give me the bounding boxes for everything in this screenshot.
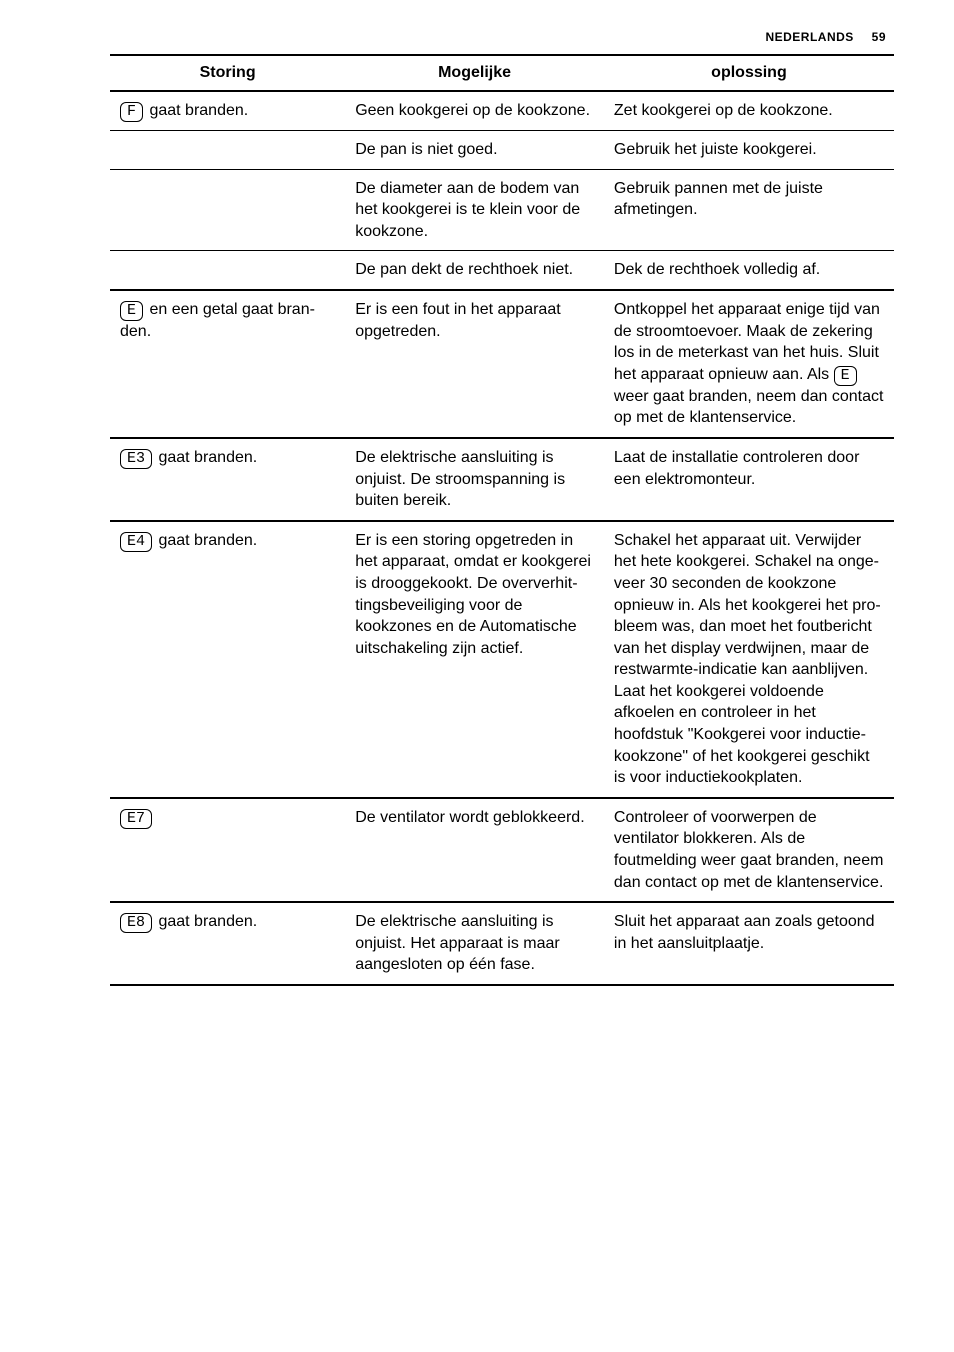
table-row: E4 gaat branden.Er is een storing opgetr…	[110, 521, 894, 798]
language-label: NEDERLANDS	[765, 30, 853, 44]
error-code-icon: E3	[120, 449, 152, 469]
cell-oplossing: Controleer of voorwerpen de ventilator b…	[604, 798, 894, 902]
cell-oplossing: Gebruik het juiste kookge­rei.	[604, 131, 894, 170]
table-row: De diameter aan de bo­dem van het kookge…	[110, 169, 894, 251]
table-row: E3 gaat branden.De elektrische aansluiti…	[110, 438, 894, 521]
cell-oplossing-text: weer gaat branden, neem dan contact op m…	[614, 388, 884, 427]
cell-mogelijke: Er is een fout in het appa­raat opgetred…	[345, 290, 604, 438]
table-row: F gaat branden.Geen kookgerei op de kook…	[110, 91, 894, 131]
col-heading-storing: Storing	[110, 55, 345, 91]
cell-storing-text: en een getal gaat bran­den.	[120, 301, 315, 340]
page-number: 59	[872, 30, 886, 44]
cell-storing: E3 gaat branden.	[110, 438, 345, 521]
cell-mogelijke: De elektrische aansluiting is onjuist. H…	[345, 902, 604, 985]
table-row: De pan is niet goed.Gebruik het juiste k…	[110, 131, 894, 170]
table-row: E en een getal gaat bran­den.Er is een f…	[110, 290, 894, 438]
cell-mogelijke: Er is een storing opgetre­den in het app…	[345, 521, 604, 798]
cell-storing	[110, 251, 345, 290]
error-code-icon: E8	[120, 913, 152, 933]
cell-storing-text: gaat branden.	[145, 102, 248, 119]
cell-storing: E en een getal gaat bran­den.	[110, 290, 345, 438]
error-code-icon: F	[120, 102, 143, 122]
cell-storing-text: gaat branden.	[154, 449, 257, 466]
error-code-icon: E	[120, 301, 143, 321]
cell-oplossing: Laat de installatie contro­leren door ee…	[604, 438, 894, 521]
cell-oplossing: Gebruik pannen met de juiste afmetingen.	[604, 169, 894, 251]
cell-mogelijke: De elektrische aansluiting is onjuist. D…	[345, 438, 604, 521]
error-code-icon: E4	[120, 532, 152, 552]
cell-storing: E4 gaat branden.	[110, 521, 345, 798]
cell-storing: E8 gaat branden.	[110, 902, 345, 985]
cell-mogelijke: De diameter aan de bo­dem van het kookge…	[345, 169, 604, 251]
table-row: E8 gaat branden.De elektrische aansluiti…	[110, 902, 894, 985]
cell-storing: E7	[110, 798, 345, 902]
table-row: E7 De ventilator wordt ge­blokkeerd.Contr…	[110, 798, 894, 902]
cell-mogelijke: De pan dekt de rechthoek niet.	[345, 251, 604, 290]
cell-oplossing: Ontkoppel het apparaat enige tijd van de…	[604, 290, 894, 438]
error-code-icon: E	[834, 366, 857, 386]
cell-mogelijke: De pan is niet goed.	[345, 131, 604, 170]
cell-mogelijke: De ventilator wordt ge­blokkeerd.	[345, 798, 604, 902]
cell-storing	[110, 131, 345, 170]
error-code-icon: E7	[120, 809, 152, 829]
cell-storing-text: gaat branden.	[154, 532, 257, 549]
cell-oplossing: Zet kookgerei op de kook­zone.	[604, 91, 894, 131]
cell-storing: F gaat branden.	[110, 91, 345, 131]
table-row: De pan dekt de rechthoek niet.Dek de rec…	[110, 251, 894, 290]
cell-storing	[110, 169, 345, 251]
troubleshooting-table: Storing Mogelijke oplossing F gaat brand…	[110, 54, 894, 986]
cell-storing-text: gaat branden.	[154, 913, 257, 930]
cell-oplossing: Dek de rechthoek volledig af.	[604, 251, 894, 290]
cell-mogelijke: Geen kookgerei op de kookzone.	[345, 91, 604, 131]
page-header: NEDERLANDS 59	[110, 30, 894, 44]
col-heading-oplossing: oplossing	[604, 55, 894, 91]
cell-oplossing: Schakel het apparaat uit. Verwijder het …	[604, 521, 894, 798]
cell-oplossing: Sluit het apparaat aan zoals getoond in …	[604, 902, 894, 985]
col-heading-mogelijke: Mogelijke	[345, 55, 604, 91]
